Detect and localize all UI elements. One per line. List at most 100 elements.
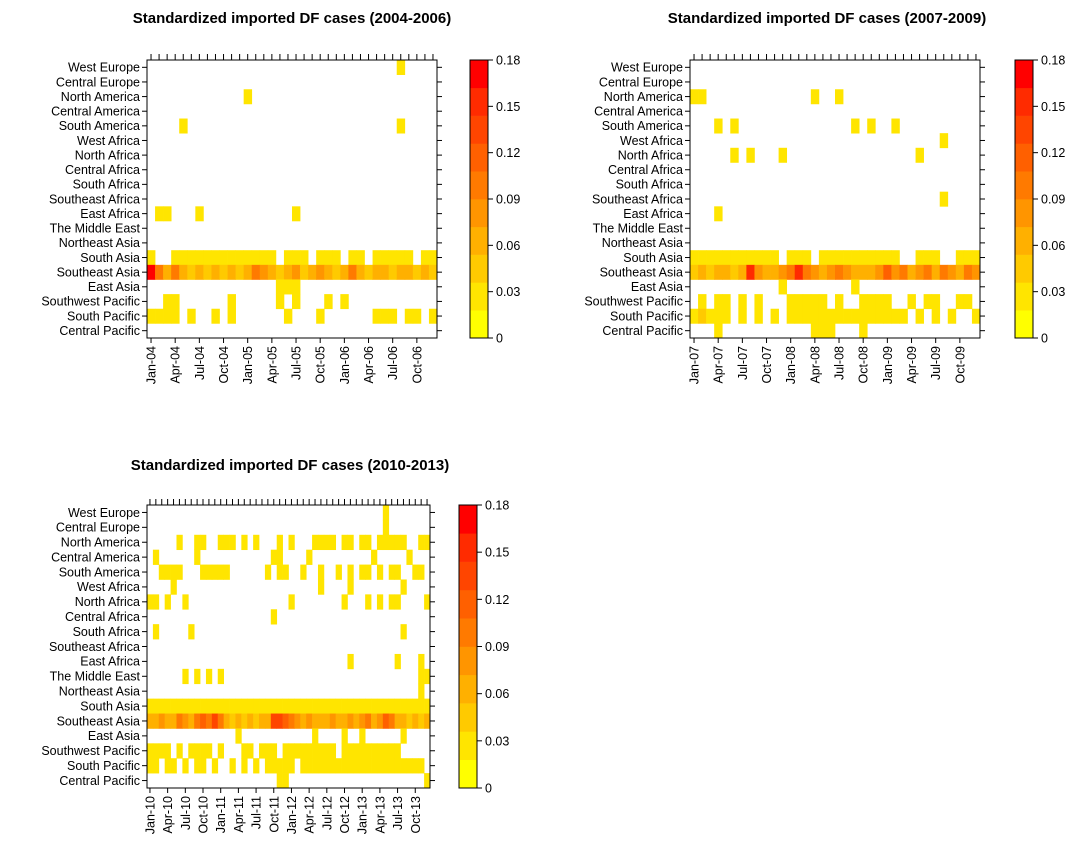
heatmap-cell [229,534,236,551]
heatmap-cell [316,250,325,266]
y-tick-label: Central Pacific [59,774,140,788]
heatmap-cell [152,758,160,774]
heatmap-cell [875,308,884,324]
heatmap-panel-2: Standardized imported DF cases (2007-200… [584,10,1065,384]
heatmap-cell [376,758,384,774]
y-tick-label: South Africa [616,178,683,192]
heatmap-cell [317,743,325,759]
heatmap-cell [396,264,406,280]
heatmap-cell [810,323,820,339]
heatmap-cell [706,250,715,266]
heatmap-cell [754,264,763,280]
heatmap-cell [170,698,177,714]
y-tick-label: Central Africa [608,163,683,177]
heatmap-cell [282,773,289,789]
colorbar-tick-label: 0.03 [496,285,520,299]
heatmap-cell [875,294,884,310]
heatmap-cell [176,564,183,580]
heatmap-cell [388,564,395,580]
heatmap-cell [292,279,301,295]
heatmap-cell [341,758,348,774]
heatmap-cell [179,250,188,266]
heatmap-cell [308,264,317,280]
heatmap-cell [294,698,301,714]
heatmap-cell [380,264,390,280]
heatmap-cell [276,698,283,714]
heatmap-cell [170,564,177,580]
heatmap-cell [317,564,325,580]
heatmap-cell [347,653,354,670]
heatmap-cell [698,250,707,266]
heatmap-cell [794,294,804,310]
heatmap-cell [931,308,941,324]
colorbar-tick-label: 0.03 [485,734,509,748]
colorbar-tick-label: 0 [1041,332,1048,346]
x-tick-label: Jan-09 [881,346,895,384]
heatmap-cell [380,308,390,324]
heatmap-cell [418,653,425,670]
y-tick-label: The Middle East [50,670,141,684]
heatmap-cell [810,308,820,324]
heatmap-cell [211,713,219,729]
y-tick-label: South Africa [73,625,140,639]
heatmap-cell [235,250,245,266]
colorbar-band [1015,115,1033,144]
heatmap-cell [164,564,171,580]
heatmap-cell [371,713,378,729]
y-tick-label: East Africa [80,207,140,221]
heatmap-cell [182,668,189,685]
heatmap-cell [264,698,272,714]
y-tick-label: Central Europe [56,521,140,535]
x-tick-label: Apr-05 [265,346,279,384]
heatmap-cell [388,250,398,266]
heatmap-cell [428,264,438,280]
x-tick-label: Apr-10 [161,796,175,834]
x-tick-label: Apr-04 [169,346,183,384]
heatmap-cell [341,534,348,551]
heatmap-cell [241,534,248,551]
heatmap-cell [867,264,876,280]
heatmap-cell [347,758,354,774]
heatmap-cell [171,264,180,280]
colorbar-tick-label: 0.09 [1041,193,1065,207]
x-tick-label: Jan-10 [143,796,157,834]
colorbar-band [1015,282,1033,311]
heatmap-cell [217,534,224,551]
x-tick-label: Jul-13 [391,796,405,830]
y-tick-label: South Pacific [67,309,140,323]
colorbar-tick-label: 0.09 [485,640,509,654]
colorbar-band [470,310,488,339]
heatmap-cells [690,89,981,339]
x-tick-label: Jan-05 [241,346,255,384]
y-tick-label: North Africa [75,595,140,609]
heatmap-cell [891,250,900,266]
heatmap-cell [176,698,183,714]
x-tick-label: Apr-12 [303,796,317,834]
heatmap-cell [947,308,957,324]
heatmap-cell [276,564,283,580]
heatmap-cell [818,294,828,310]
heatmap-cell [332,264,341,280]
heatmap-cell [152,743,160,759]
colorbar-band [459,703,477,732]
colorbar-tick-label: 0.12 [496,146,520,160]
heatmap-cell [859,323,868,339]
colorbar-tick-label: 0.09 [496,193,520,207]
heatmap-cell [158,564,166,580]
heatmap-cell [359,728,366,744]
heatmap-cell [276,534,283,551]
heatmap-cell [219,264,228,280]
heatmap-cell [891,308,900,324]
heatmap-cell [288,594,295,610]
heatmap-cell [400,758,407,774]
heatmap-cell [818,308,828,324]
heatmap-cell [418,698,425,714]
heatmap-cell [778,147,788,163]
colorbar-band [470,282,488,311]
heatmap-cell [194,549,201,565]
heatmap-cell [283,279,293,295]
heatmap-cell [698,89,707,105]
heatmap-cell [316,308,325,324]
heatmap-cell [388,758,395,774]
heatmap-cell [770,308,779,324]
